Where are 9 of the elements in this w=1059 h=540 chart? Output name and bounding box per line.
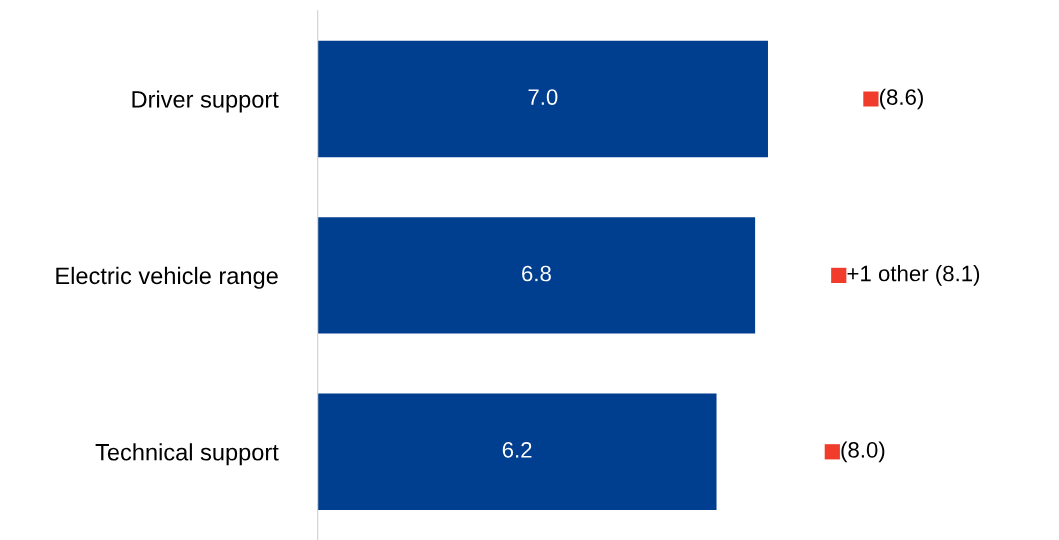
y-tick-label: Electric vehicle range bbox=[56, 266, 278, 289]
data-label: +1 other (8.1) bbox=[847, 265, 980, 286]
data-label: (8.6) bbox=[880, 88, 923, 110]
data-label: (8.0) bbox=[841, 441, 885, 463]
y-tick-label: Technical support bbox=[95, 443, 279, 466]
data-label: 6.2 bbox=[502, 442, 532, 458]
data-label: 7.0 bbox=[528, 89, 558, 105]
y-tick-label: Driver support bbox=[132, 90, 279, 113]
data-label: 6.8 bbox=[522, 265, 551, 282]
